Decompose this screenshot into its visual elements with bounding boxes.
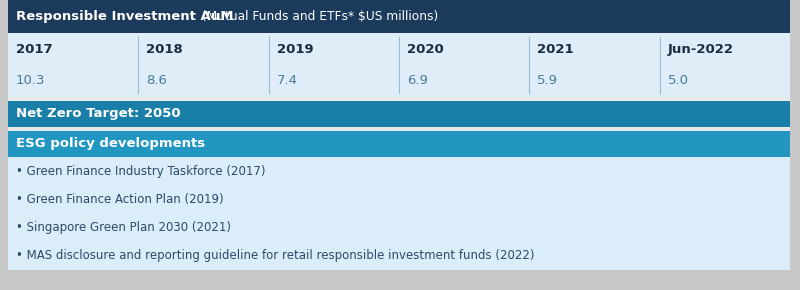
Text: 6.9: 6.9: [407, 74, 428, 87]
Bar: [8, 101, 790, 127]
Text: 10.3: 10.3: [16, 74, 46, 87]
Text: • Green Finance Action Plan (2019): • Green Finance Action Plan (2019): [16, 193, 224, 206]
Bar: [8, 0, 790, 33]
Text: 5.9: 5.9: [538, 74, 558, 87]
Bar: [8, 127, 790, 131]
Text: 7.4: 7.4: [277, 74, 298, 87]
Text: 2020: 2020: [407, 43, 444, 56]
Text: 2021: 2021: [538, 43, 574, 56]
Bar: [8, 93, 790, 97]
Text: Net Zero Target: 2050: Net Zero Target: 2050: [16, 108, 181, 121]
Bar: [8, 97, 790, 101]
Text: • MAS disclosure and reporting guideline for retail responsible investment funds: • MAS disclosure and reporting guideline…: [16, 249, 534, 262]
Text: 2017: 2017: [16, 43, 53, 56]
Text: • Singapore Green Plan 2030 (2021): • Singapore Green Plan 2030 (2021): [16, 221, 231, 234]
Text: Responsible Investment AuM: Responsible Investment AuM: [16, 10, 234, 23]
Bar: [8, 157, 790, 270]
Bar: [8, 33, 790, 97]
Text: 5.0: 5.0: [668, 74, 689, 87]
Text: Jun-2022: Jun-2022: [668, 43, 734, 56]
Text: 8.6: 8.6: [146, 74, 167, 87]
Text: 2018: 2018: [146, 43, 183, 56]
Text: • Green Finance Industry Taskforce (2017): • Green Finance Industry Taskforce (2017…: [16, 165, 266, 177]
Text: (Mutual Funds and ETFs* $US millions): (Mutual Funds and ETFs* $US millions): [198, 10, 438, 23]
Text: ESG policy developments: ESG policy developments: [16, 137, 205, 151]
Bar: [8, 131, 790, 157]
Text: 2019: 2019: [277, 43, 314, 56]
